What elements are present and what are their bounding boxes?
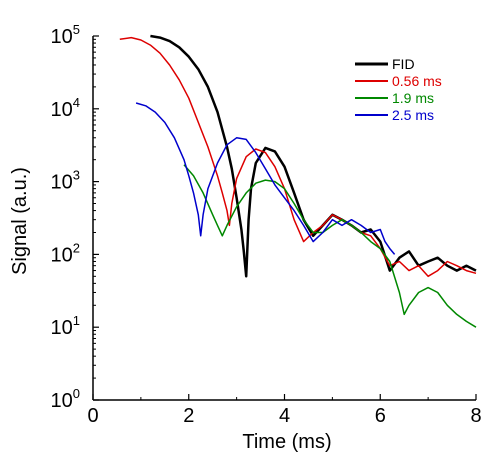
y-tick-label: 101 xyxy=(51,313,80,339)
series-group xyxy=(119,34,477,328)
y-axis-label: Signal (a.u.) xyxy=(9,167,31,275)
y-tick-label: 103 xyxy=(51,168,80,194)
x-axis-label: Time (ms) xyxy=(242,431,331,453)
ticks-group: 0 2 4 6 8 100 101 102 103 104 105 xyxy=(51,22,482,427)
plot-background xyxy=(93,36,476,400)
plot-area xyxy=(93,36,476,400)
y-tick-label: 104 xyxy=(51,95,80,121)
legend-label-3: 1.9 ms xyxy=(392,90,434,106)
x-tick-label: 0 xyxy=(87,405,98,427)
legend-label-4: 2.5 ms xyxy=(392,107,434,123)
series-line-3 xyxy=(183,164,477,328)
legend-label-2: 0.56 ms xyxy=(392,73,442,89)
y-tick-label: 100 xyxy=(51,386,80,412)
legend-label-1: FID xyxy=(392,56,415,72)
series-line-1 xyxy=(150,34,477,278)
x-tick-label: 4 xyxy=(279,405,290,427)
x-tick-label: 2 xyxy=(183,405,194,427)
y-tick-label: 102 xyxy=(51,240,80,266)
y-tick-label: 105 xyxy=(51,22,80,48)
x-tick-label: 8 xyxy=(470,405,481,427)
series-line-4 xyxy=(135,102,396,255)
x-tick-label: 6 xyxy=(375,405,386,427)
